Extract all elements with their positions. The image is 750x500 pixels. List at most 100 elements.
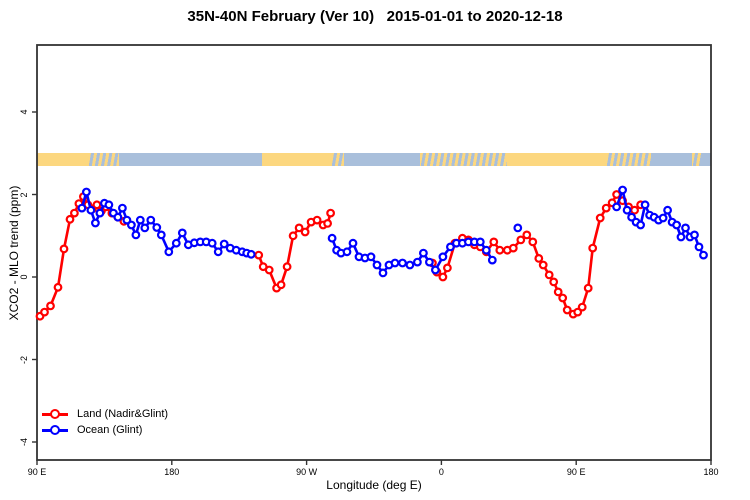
legend: Land (Nadir&Glint) Ocean (Glint): [42, 406, 168, 438]
data-point-marker: [69, 208, 79, 218]
data-point-marker: [348, 238, 358, 248]
data-point-marker: [487, 255, 497, 265]
map-strip-segment-land: [261, 153, 331, 166]
data-point-marker: [658, 213, 668, 223]
data-point-marker: [288, 231, 298, 241]
data-point-marker: [622, 205, 632, 215]
data-point-marker: [53, 282, 63, 292]
ocean-series: [77, 185, 708, 278]
data-point-marker: [95, 208, 105, 218]
data-point-marker: [59, 244, 69, 254]
x-tick-label: 90 E: [27, 467, 47, 477]
data-point-marker: [413, 257, 422, 267]
data-point-marker: [213, 247, 223, 257]
data-point-marker: [663, 205, 672, 215]
data-point-marker: [46, 301, 55, 311]
data-point-marker: [323, 218, 333, 228]
data-point-marker: [538, 260, 548, 270]
data-point-marker: [77, 203, 87, 213]
data-point-marker: [699, 250, 708, 260]
data-point-marker: [446, 242, 455, 252]
data-point-marker: [372, 260, 382, 270]
x-tick-label: 90 E: [566, 467, 586, 477]
data-point-marker: [528, 237, 538, 247]
data-point-marker: [90, 218, 100, 228]
map-strip-segment-ocean: [344, 153, 421, 166]
x-tick-label: 180: [164, 467, 180, 477]
data-point-marker: [276, 280, 286, 290]
data-point-marker: [636, 220, 645, 230]
data-point-marker: [146, 215, 156, 225]
data-point-marker: [140, 223, 150, 233]
data-point-marker: [489, 237, 499, 247]
data-point-marker: [65, 214, 75, 224]
data-point-marker: [300, 227, 310, 237]
legend-label-ocean: Ocean (Glint): [77, 424, 143, 436]
data-point-marker: [630, 205, 639, 215]
data-point-marker: [405, 260, 415, 270]
data-point-marker: [516, 235, 526, 245]
legend-item-land: Land (Nadir&Glint): [42, 406, 168, 422]
data-point-marker: [558, 293, 568, 303]
data-point-marker: [156, 230, 166, 240]
y-axis-label: XCO2 - MLO trend (ppm): [7, 185, 21, 321]
data-point-marker: [419, 248, 428, 258]
plot-box: [36, 44, 712, 461]
data-point-marker: [398, 258, 407, 268]
map-strip-segment-mixed: [330, 153, 345, 166]
data-point-marker: [553, 287, 563, 297]
data-point-marker: [562, 305, 572, 315]
data-point-marker: [583, 283, 593, 293]
data-point-marker: [117, 203, 127, 213]
data-point-marker: [438, 252, 448, 262]
data-point-marker: [171, 238, 181, 248]
data-point-marker: [219, 239, 229, 249]
data-point-marker: [294, 223, 304, 233]
data-point-marker: [131, 230, 141, 240]
data-point-marker: [513, 223, 523, 233]
x-tick-label: 0: [438, 467, 444, 477]
data-point-marker: [618, 185, 627, 195]
data-point-marker: [164, 247, 174, 257]
legend-label-land: Land (Nadir&Glint): [77, 408, 169, 420]
data-point-marker: [81, 187, 91, 197]
data-point-marker: [672, 220, 681, 230]
data-point-marker: [425, 257, 434, 267]
data-point-marker: [312, 215, 322, 225]
x-tick-label: 180: [703, 467, 719, 477]
data-point-marker: [342, 247, 352, 257]
map-strip-segment-mixed: [691, 153, 701, 166]
legend-item-ocean: Ocean (Glint): [42, 422, 168, 438]
y-tick-label: 4: [19, 109, 29, 115]
data-point-marker: [681, 223, 690, 233]
y-tick-label: -4: [19, 437, 29, 447]
data-point-marker: [595, 213, 605, 223]
data-point-marker: [126, 220, 136, 230]
data-point-marker: [40, 307, 49, 317]
data-point-marker: [92, 200, 102, 210]
map-strip-segment-mixed: [420, 153, 508, 166]
data-point-marker: [86, 205, 96, 215]
data-point-marker: [378, 268, 388, 278]
data-point-marker: [431, 265, 440, 275]
data-point-marker: [481, 245, 491, 255]
data-point-marker: [676, 232, 686, 242]
data-point-marker: [588, 243, 598, 253]
map-strip-segment-mixed: [606, 153, 652, 166]
map-strip-segment-ocean: [651, 153, 692, 166]
data-point-marker: [113, 212, 123, 222]
data-point-marker: [443, 263, 452, 273]
map-strip-segment-ocean: [700, 153, 711, 166]
data-point-marker: [177, 228, 187, 238]
data-point-marker: [264, 265, 274, 275]
data-point-marker: [601, 203, 611, 213]
data-point-marker: [390, 258, 400, 268]
data-point-marker: [640, 200, 650, 210]
data-point-marker: [690, 230, 699, 240]
data-point-marker: [326, 208, 336, 218]
data-point-marker: [544, 270, 554, 280]
data-point-marker: [207, 238, 217, 248]
data-point-marker: [508, 243, 518, 253]
